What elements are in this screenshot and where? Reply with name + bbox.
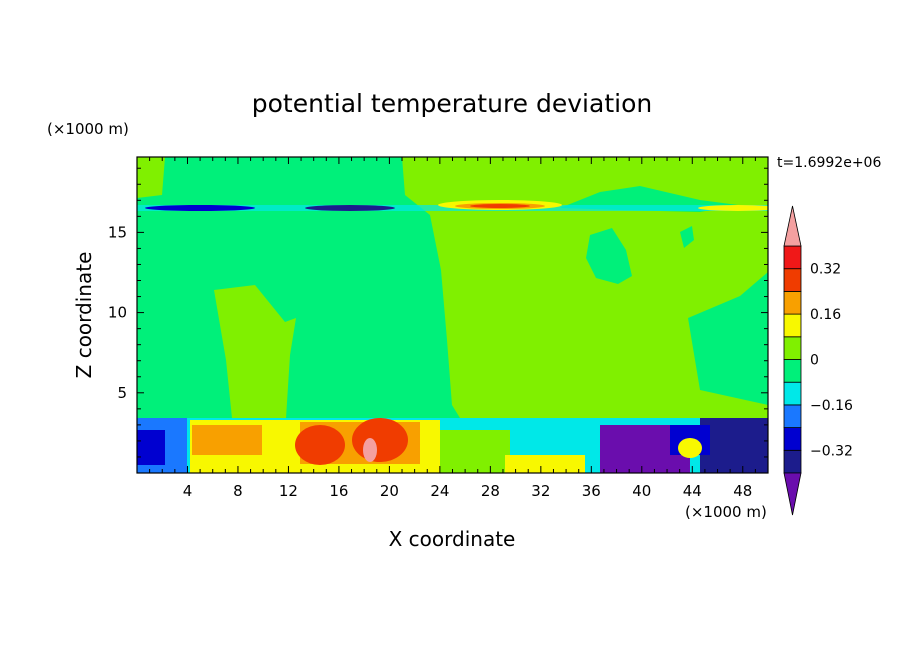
chart-title: potential temperature deviation xyxy=(252,89,652,118)
y-axis-label: Z coordinate xyxy=(72,252,96,379)
x-tick-label: 36 xyxy=(582,482,601,500)
colorbar-segment xyxy=(783,381,802,406)
y-tick-label: 15 xyxy=(108,223,127,241)
x-tick-label: 24 xyxy=(430,482,449,500)
field-mid-warm xyxy=(214,285,296,418)
bl-red-1 xyxy=(295,425,345,465)
colorbar-segment xyxy=(783,313,802,338)
colorbar-segment xyxy=(783,359,802,383)
x-tick-label: 8 xyxy=(233,482,243,500)
y-tick-label: 10 xyxy=(108,304,127,322)
contour-field xyxy=(137,157,768,473)
x-tick-labels: 4 8 12 16 20 24 28 32 36 40 44 48 xyxy=(183,482,753,500)
colorbar-tick-label: 0 xyxy=(810,353,819,369)
bl-red-2 xyxy=(352,418,408,462)
x-tick-label: 48 xyxy=(733,482,752,500)
colorbar-segment xyxy=(783,449,802,474)
x-tick-label: 40 xyxy=(632,482,651,500)
x-tick-label: 20 xyxy=(380,482,399,500)
colorbar-tick-label: −0.16 xyxy=(810,398,853,414)
time-label: t=1.6992e+06 xyxy=(777,155,881,171)
colorbar-segment xyxy=(783,290,802,315)
bl-yellow-right-2 xyxy=(678,438,702,458)
bl-lime-band xyxy=(440,430,510,473)
field-right-warm xyxy=(402,157,768,418)
x-tick-label: 44 xyxy=(683,482,702,500)
x-axis-label: X coordinate xyxy=(389,527,516,551)
tropopause-blue-1 xyxy=(145,205,255,211)
field-right-cool-patch-2 xyxy=(688,272,768,405)
axis-ticks xyxy=(137,157,768,473)
x-unit-label: (×1000 m) xyxy=(685,503,767,521)
tropopause-red xyxy=(470,204,530,208)
colorbar-segment xyxy=(783,336,802,360)
y-tick-label: 5 xyxy=(117,384,127,402)
bl-yellow-right xyxy=(505,455,585,473)
colorbar-segment xyxy=(783,268,802,292)
colorbar-segment xyxy=(783,245,802,270)
field-right-cool-patch xyxy=(586,228,632,284)
colorbar-tick-label: −0.32 xyxy=(810,443,853,459)
x-tick-label: 12 xyxy=(279,482,298,500)
colorbar-segment xyxy=(783,404,802,428)
colorbar-tick-label: 0.16 xyxy=(810,307,841,323)
tropopause-yellow-right xyxy=(698,205,768,211)
field-left-warm xyxy=(137,157,165,198)
bl-dark-right xyxy=(700,418,768,473)
x-tick-label: 28 xyxy=(481,482,500,500)
x-tick-label: 32 xyxy=(531,482,550,500)
y-tick-labels: 5 10 15 xyxy=(108,223,127,401)
x-tick-label: 4 xyxy=(183,482,193,500)
colorbar: 0.32 0.16 0 −0.16 −0.32 xyxy=(783,205,853,516)
bl-pink xyxy=(363,438,377,462)
colorbar-segment xyxy=(783,427,802,451)
tropopause-blue-2 xyxy=(305,205,395,211)
colorbar-tick-label: 0.32 xyxy=(810,262,841,278)
colorbar-max-arrow xyxy=(783,205,802,247)
field-right-cool-patch-3 xyxy=(680,226,694,248)
colorbar-min-arrow xyxy=(783,472,802,516)
x-tick-label: 16 xyxy=(329,482,348,500)
bl-orange xyxy=(192,425,262,455)
bl-dark-left xyxy=(137,430,165,465)
y-unit-label: (×1000 m) xyxy=(47,120,129,138)
